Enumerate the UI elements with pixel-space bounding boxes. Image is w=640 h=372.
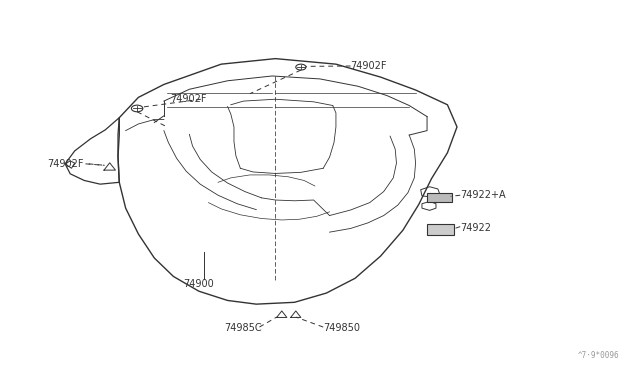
FancyBboxPatch shape xyxy=(427,224,454,235)
Text: 74902F: 74902F xyxy=(170,94,207,104)
Text: 74902F: 74902F xyxy=(47,159,84,169)
Text: 749850: 749850 xyxy=(323,323,360,333)
Text: 74922+A: 74922+A xyxy=(460,190,506,200)
Text: 74900: 74900 xyxy=(183,279,214,289)
Text: ^7·9*0096: ^7·9*0096 xyxy=(578,350,620,359)
Text: 74985C: 74985C xyxy=(225,323,262,333)
Text: 74922: 74922 xyxy=(460,224,491,234)
Text: 74902F: 74902F xyxy=(351,61,387,71)
FancyBboxPatch shape xyxy=(427,193,452,202)
